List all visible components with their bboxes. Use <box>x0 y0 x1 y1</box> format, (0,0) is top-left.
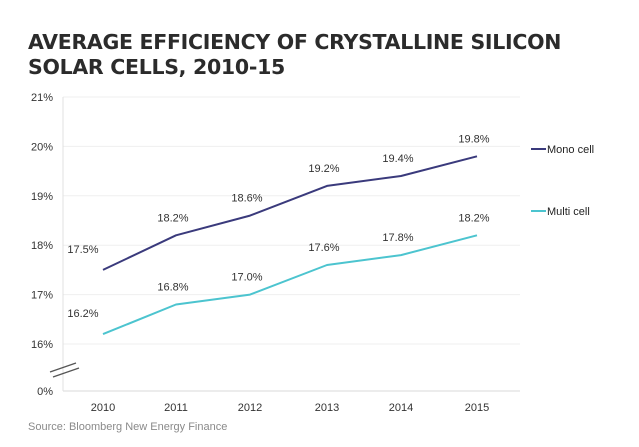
data-label: 19.2% <box>308 163 339 175</box>
watermark-logo-icon <box>498 392 542 436</box>
chart-title-line-1: AVERAGE EFFICIENCY OF CRYSTALLINE SILICO… <box>28 30 562 54</box>
data-label: 17.6% <box>308 242 339 254</box>
axis-break-icon <box>49 362 80 378</box>
legend-label: Mono cell <box>547 144 594 156</box>
data-labels: 17.5% 18.2% 18.6% 19.2% 19.4% 19.8% 16.2% 16.8%… <box>67 133 489 320</box>
x-tick-label: 2010 <box>91 402 115 414</box>
break-mark <box>52 367 80 378</box>
data-label: 18.2% <box>458 212 489 224</box>
y-tick-label: 20% <box>31 141 53 153</box>
data-label: 16.8% <box>157 281 188 293</box>
y-tick-label: 17% <box>31 290 53 302</box>
y-tick-label: 18% <box>31 240 53 252</box>
y-axis-ticks: 21% 20% 19% 18% 17% 16% 0% <box>31 92 53 398</box>
data-label: 16.2% <box>67 308 98 320</box>
x-tick-label: 2015 <box>465 402 489 414</box>
chart-title-line-2: SOLAR CELLS, 2010-15 <box>28 55 285 79</box>
data-label: 17.0% <box>231 272 262 284</box>
y-tick-label: 19% <box>31 191 53 203</box>
multi-cell-line <box>102 234 478 336</box>
x-tick-label: 2011 <box>164 402 188 414</box>
legend-label: Multi cell <box>547 206 590 218</box>
x-tick-label: 2014 <box>389 402 413 414</box>
x-axis-ticks: 2010 2011 2012 2013 2014 2015 <box>91 402 489 414</box>
mono-cell-line <box>102 155 478 271</box>
source-note: Source: Bloomberg New Energy Finance <box>28 421 228 433</box>
y-tick-label: 0% <box>37 386 53 398</box>
x-tick-label: 2013 <box>315 402 339 414</box>
x-tick-label: 2012 <box>238 402 262 414</box>
legend: Mono cell Multi cell <box>531 144 594 218</box>
data-label: 17.8% <box>382 232 413 244</box>
data-label: 17.5% <box>67 244 98 256</box>
y-tick-label: 21% <box>31 92 53 104</box>
gridlines <box>63 96 520 392</box>
data-label: 19.4% <box>382 153 413 165</box>
break-mark <box>49 362 77 373</box>
data-label: 18.6% <box>231 193 262 205</box>
chart-title: AVERAGE EFFICIENCY OF CRYSTALLINE SILICO… <box>28 30 628 80</box>
data-label: 19.8% <box>458 133 489 145</box>
data-label: 18.2% <box>157 212 188 224</box>
y-tick-label: 16% <box>31 339 53 351</box>
series-lines <box>102 155 478 336</box>
